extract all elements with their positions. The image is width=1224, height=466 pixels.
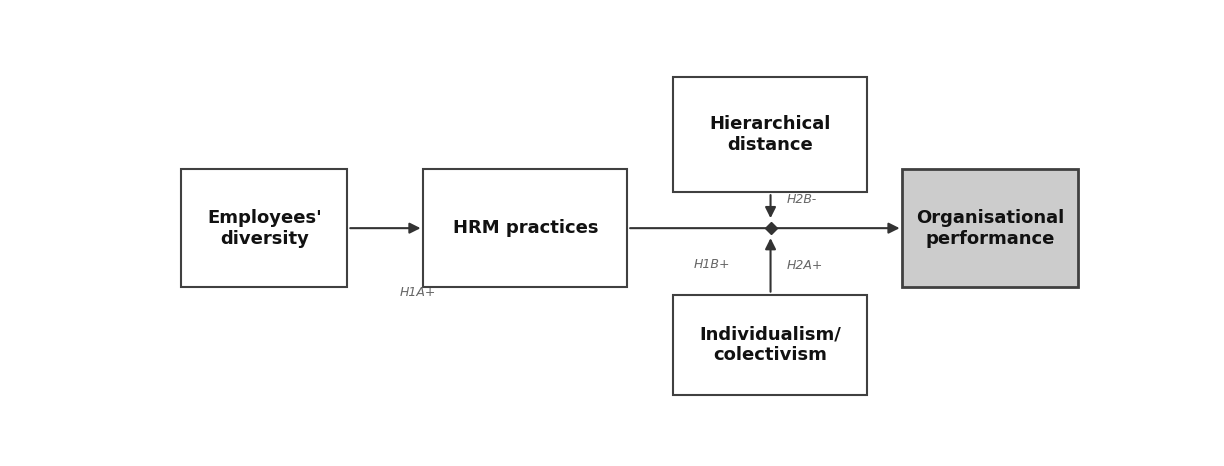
Text: Employees'
diversity: Employees' diversity bbox=[207, 209, 322, 247]
FancyBboxPatch shape bbox=[902, 169, 1078, 288]
Text: H1B+: H1B+ bbox=[694, 258, 731, 271]
Text: H1A+: H1A+ bbox=[400, 286, 436, 299]
Text: Hierarchical
distance: Hierarchical distance bbox=[710, 116, 831, 154]
Text: Individualism/
colectivism: Individualism/ colectivism bbox=[699, 325, 841, 364]
Text: H2A+: H2A+ bbox=[787, 260, 823, 272]
FancyBboxPatch shape bbox=[424, 169, 628, 288]
Text: H2B-: H2B- bbox=[787, 193, 816, 206]
FancyBboxPatch shape bbox=[673, 77, 868, 192]
FancyBboxPatch shape bbox=[181, 169, 348, 288]
Text: Organisational
performance: Organisational performance bbox=[916, 209, 1064, 247]
FancyBboxPatch shape bbox=[673, 295, 868, 395]
Text: HRM practices: HRM practices bbox=[453, 219, 599, 237]
